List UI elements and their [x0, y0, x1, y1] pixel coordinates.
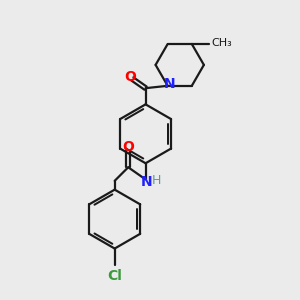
- Text: N: N: [164, 77, 175, 91]
- Text: O: O: [124, 70, 136, 83]
- Text: N: N: [141, 175, 153, 189]
- Text: H: H: [152, 174, 161, 187]
- Text: CH₃: CH₃: [212, 38, 232, 48]
- Text: Cl: Cl: [107, 269, 122, 283]
- Text: O: O: [122, 140, 134, 154]
